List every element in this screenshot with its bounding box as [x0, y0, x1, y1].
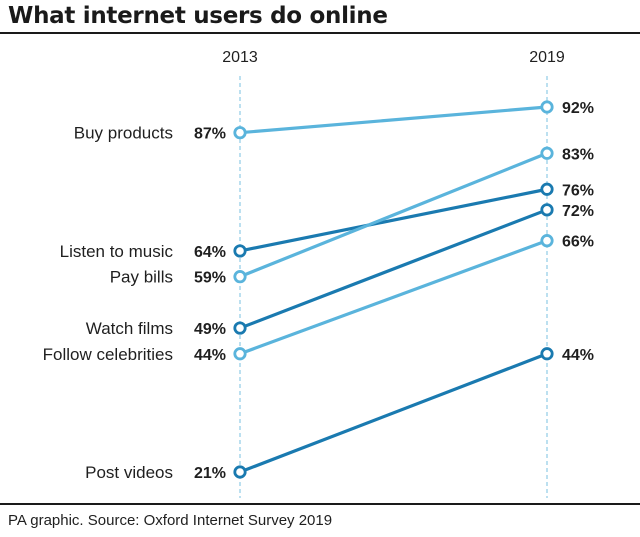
point-follow-celebrities-2019: [540, 234, 554, 248]
point-listen-to-music-2019: [540, 182, 554, 196]
series-line-watch-films: [239, 208, 548, 330]
point-listen-to-music-2013: [233, 244, 247, 258]
value-label-post-videos-2013: 21%: [194, 465, 226, 482]
category-label-listen-to-music: Listen to music: [60, 242, 174, 261]
value-label-follow-celebrities-2019: 66%: [562, 234, 594, 251]
series-line-buy-products: [239, 105, 548, 135]
point-post-videos-2019: [540, 347, 554, 361]
point-pay-bills-2013: [233, 270, 247, 284]
value-label-listen-to-music-2013: 64%: [194, 244, 226, 261]
value-label-follow-celebrities-2013: 44%: [194, 347, 226, 364]
series-line-pay-bills: [239, 151, 548, 279]
source-note: PA graphic. Source: Oxford Internet Surv…: [8, 512, 333, 529]
point-post-videos-2013: [233, 465, 247, 479]
series-line-listen-to-music: [239, 187, 548, 253]
category-label-post-videos: Post videos: [85, 463, 173, 482]
value-label-listen-to-music-2019: 76%: [562, 182, 594, 199]
point-buy-products-2013: [233, 126, 247, 140]
point-buy-products-2019: [540, 100, 554, 114]
category-label-watch-films: Watch films: [86, 319, 173, 338]
point-pay-bills-2019: [540, 146, 554, 160]
series-line-follow-celebrities: [239, 239, 548, 356]
series-line-post-videos: [239, 352, 548, 474]
point-watch-films-2013: [233, 321, 247, 335]
value-label-pay-bills-2019: 83%: [562, 146, 594, 163]
category-label-follow-celebrities: Follow celebrities: [43, 345, 173, 364]
chart-title: What internet users do online: [8, 3, 388, 29]
value-label-post-videos-2019: 44%: [562, 347, 594, 364]
category-label-buy-products: Buy products: [74, 124, 173, 143]
value-label-pay-bills-2013: 59%: [194, 270, 226, 287]
value-label-watch-films-2013: 49%: [194, 321, 226, 338]
point-watch-films-2019: [540, 203, 554, 217]
bottom-rule: [0, 503, 640, 505]
year-label-2013: 2013: [222, 49, 258, 66]
category-label-pay-bills: Pay bills: [110, 268, 173, 287]
year-label-2019: 2019: [529, 49, 565, 66]
top-rule: [0, 32, 640, 34]
value-label-buy-products-2019: 92%: [562, 100, 594, 117]
point-follow-celebrities-2013: [233, 347, 247, 361]
value-label-watch-films-2019: 72%: [562, 203, 594, 220]
value-label-buy-products-2013: 87%: [194, 126, 226, 143]
